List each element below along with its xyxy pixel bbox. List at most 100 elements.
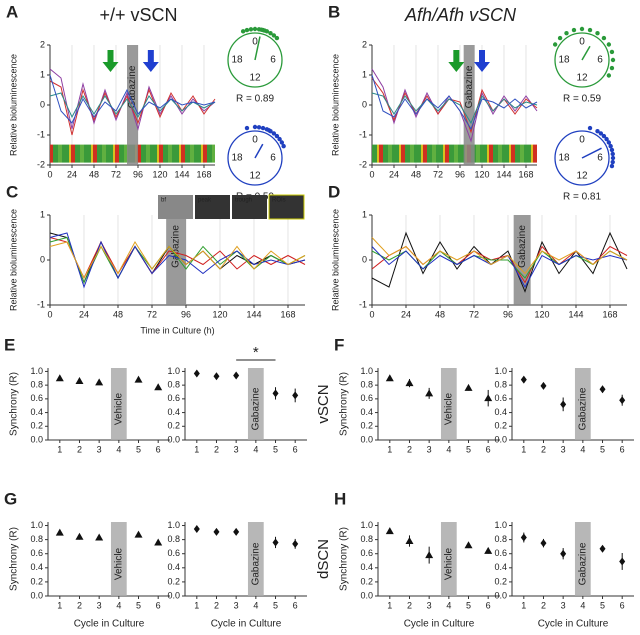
x-tick-label: 4: [116, 600, 121, 610]
point: [560, 549, 567, 558]
y-tick-label: 0.2: [167, 421, 180, 431]
point: [292, 391, 299, 400]
x-tick-label: 2: [407, 444, 412, 454]
y-tick-label: 0.4: [167, 407, 180, 417]
phase-point: [610, 151, 615, 157]
x-tick-label: 3: [97, 600, 102, 610]
point: [95, 533, 104, 541]
point: [193, 525, 200, 534]
y-axis-label: Synchrony (R): [9, 372, 20, 436]
treatment-shade: [574, 522, 591, 596]
trace: [49, 74, 216, 124]
x-tick-label: 3: [561, 444, 566, 454]
y-tick-label: 0.4: [360, 562, 373, 572]
y-tick-label: 0.4: [360, 407, 373, 417]
x-tick-label: 96: [133, 169, 143, 179]
phase-point: [277, 136, 282, 142]
y-tick-label: 0.4: [30, 407, 43, 417]
y-tick-label: 1: [40, 209, 45, 219]
point: [405, 537, 414, 545]
phase-point: [279, 140, 285, 145]
inset-image: [195, 195, 230, 219]
x-tick-label: 120: [534, 309, 549, 319]
arrow: [474, 50, 490, 72]
y-tick-label: 0.4: [494, 407, 507, 417]
y-tick-label: 0.8: [494, 380, 507, 390]
panel-title: +/+ vSCN: [99, 5, 177, 25]
y-tick-label: 1: [40, 69, 45, 79]
y-axis-label: Synchrony (R): [339, 372, 350, 436]
x-axis-label: Cycle in Culture: [538, 619, 609, 630]
phase-point: [609, 65, 615, 71]
r-label: R = 0.89: [236, 94, 275, 105]
x-tick-label: 2: [77, 600, 82, 610]
x-tick-label: 5: [273, 444, 278, 454]
point: [425, 551, 434, 559]
y-tick-label: 0.2: [360, 421, 373, 431]
phase-point: [274, 35, 280, 41]
y-axis-label: Relative bioluminescence: [330, 209, 340, 311]
phase-point: [268, 30, 273, 36]
r-label: R = 0.81: [563, 192, 602, 203]
point: [464, 541, 473, 549]
panel-letter: D: [328, 182, 340, 201]
y-axis-label: Relative bioluminescence: [330, 54, 340, 156]
x-tick-label: 1: [387, 444, 392, 454]
point: [464, 383, 473, 391]
x-tick-label: 6: [293, 444, 298, 454]
mean-vector: [254, 36, 261, 61]
x-tick-label: 4: [253, 444, 258, 454]
x-tick-label: 6: [486, 444, 491, 454]
dial-label: 0: [252, 37, 258, 48]
y-axis-label: Relative bioluminescence: [8, 209, 18, 311]
point: [619, 557, 626, 566]
phase-point: [606, 73, 612, 78]
treatment-shade: [440, 522, 457, 596]
panel-letter: F: [334, 335, 344, 354]
phase-point: [587, 27, 593, 33]
y-tick-label: 0.6: [360, 548, 373, 558]
y-tick-label: 0.2: [494, 576, 507, 586]
y-tick-label: 0.0: [360, 434, 373, 444]
treatment-shade: [440, 368, 457, 440]
point: [405, 379, 414, 387]
x-tick-label: 5: [600, 600, 605, 610]
phase-point: [271, 33, 277, 38]
treatment-shade: [463, 45, 475, 165]
y-tick-label: 0.0: [494, 434, 507, 444]
point: [540, 381, 547, 390]
y-tick-label: 1.0: [30, 520, 43, 530]
phase-point: [579, 26, 585, 32]
heatmap: [372, 144, 537, 163]
y-tick-label: 0.6: [30, 393, 43, 403]
x-tick-label: 3: [234, 600, 239, 610]
phase-point: [595, 30, 600, 36]
point: [75, 377, 84, 385]
y-tick-label: 2: [40, 39, 45, 49]
x-tick-label: 0: [369, 169, 374, 179]
phase-point: [604, 136, 609, 142]
y-tick-label: 0.6: [167, 548, 180, 558]
trace: [49, 232, 306, 289]
phase-circle: [554, 130, 610, 186]
y-tick-label: 0.4: [494, 562, 507, 572]
treatment-shade: [127, 45, 138, 165]
x-tick-label: 1: [521, 444, 526, 454]
y-tick-label: 0.2: [30, 421, 43, 431]
point: [484, 546, 493, 554]
arrow: [142, 50, 159, 72]
phase-point: [244, 125, 250, 131]
phase-point: [240, 29, 246, 34]
phase-point: [601, 35, 607, 41]
phase-point: [609, 163, 615, 169]
x-tick-label: 168: [280, 309, 295, 319]
point: [599, 544, 606, 553]
y-tick-label: 0.0: [167, 434, 180, 444]
mean-vector: [254, 143, 264, 159]
point: [619, 396, 626, 405]
inset-image: [268, 194, 305, 220]
phase-point: [609, 49, 615, 55]
point: [233, 527, 240, 536]
dial-label: 6: [270, 153, 276, 164]
x-tick-label: 4: [446, 444, 451, 454]
